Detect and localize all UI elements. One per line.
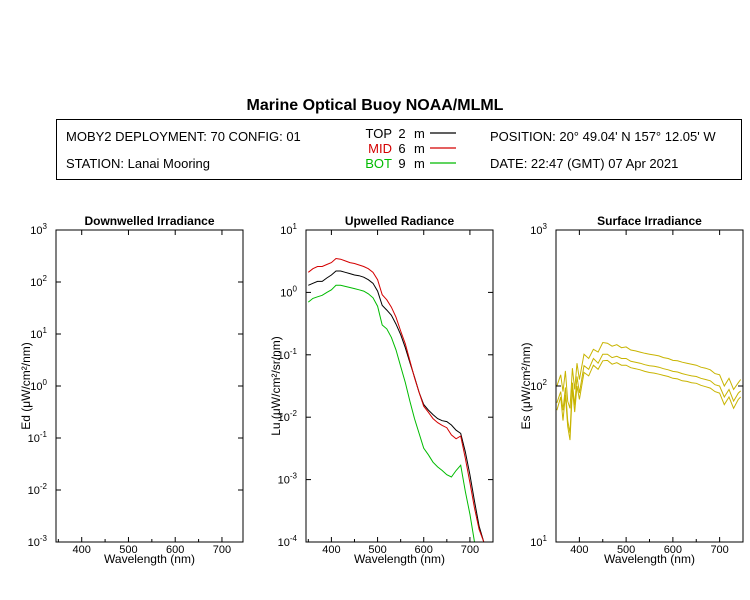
y-tick-label: 10-4 (278, 534, 298, 549)
x-tick-label: 400 (570, 544, 588, 556)
date-label: DATE: 22:47 (GMT) 07 Apr 2021 (490, 156, 679, 171)
y-tick-exp: 1 (543, 534, 548, 543)
y-tick-label: 101 (30, 326, 47, 341)
y-tick-exp: 0 (293, 284, 298, 293)
x-tick-label: 400 (73, 544, 91, 556)
x-axis-label: Wavelength (nm) (354, 552, 445, 566)
x-axis-label: Wavelength (nm) (604, 552, 695, 566)
x-tick-label: 600 (166, 544, 184, 556)
y-tick-base: 10 (278, 350, 290, 362)
series-line-bot (307, 284, 489, 542)
y-axis-label: Es (μW/cm²/nm) (519, 343, 533, 430)
y-tick-exp: -1 (40, 430, 48, 439)
y-tick-exp: -2 (290, 409, 298, 418)
info-box: MOBY2 DEPLOYMENT: 70 CONFIG: 01 STATION:… (56, 119, 742, 180)
y-tick-label: 10-3 (28, 534, 48, 549)
y-tick-label: 103 (530, 222, 547, 237)
x-tick-label: 600 (664, 544, 682, 556)
y-tick-base: 10 (30, 277, 42, 289)
plot-frame (55, 229, 244, 543)
y-tick-base: 10 (30, 329, 42, 341)
y-tick-label: 102 (530, 378, 547, 393)
x-tick-label: 400 (322, 544, 340, 556)
x-tick-label: 500 (119, 544, 137, 556)
series-line-1 (556, 341, 742, 409)
y-tick-exp: -3 (40, 534, 48, 543)
series-line-3 (556, 359, 742, 441)
x-tick-label: 700 (710, 544, 728, 556)
y-tick-exp: 1 (293, 222, 298, 231)
y-tick-label: 10-2 (28, 482, 48, 497)
station-label: STATION: Lanai Mooring (66, 156, 211, 171)
y-tick-base: 10 (28, 537, 40, 549)
plot-frame (555, 229, 744, 543)
y-tick-exp: -3 (290, 472, 298, 481)
y-tick-exp: 2 (43, 274, 48, 283)
y-tick-label: 10-2 (278, 409, 298, 424)
x-tick-label: 500 (368, 544, 386, 556)
y-axis-label: Ed (μW/cm²/nm) (19, 342, 33, 430)
y-tick-base: 10 (530, 381, 542, 393)
y-tick-exp: 0 (43, 378, 48, 387)
y-tick-exp: 1 (43, 326, 48, 335)
y-tick-base: 10 (278, 412, 290, 424)
y-tick-exp: 2 (543, 378, 548, 387)
y-tick-base: 10 (278, 475, 290, 487)
y-tick-label: 10-1 (28, 430, 48, 445)
plot-frame (305, 229, 494, 543)
chart-title: Upwelled Radiance (345, 214, 455, 228)
position-label: POSITION: 20° 49.04' N 157° 12.05' W (490, 129, 716, 144)
y-tick-base: 10 (278, 537, 290, 549)
y-tick-base: 10 (30, 381, 42, 393)
y-tick-label: 10-1 (278, 347, 298, 362)
y-tick-base: 10 (30, 225, 42, 237)
y-tick-exp: -4 (290, 534, 298, 543)
x-axis-label: Wavelength (nm) (104, 552, 195, 566)
y-tick-exp: 3 (43, 222, 48, 231)
deployment-label: MOBY2 DEPLOYMENT: 70 CONFIG: 01 (66, 129, 301, 144)
y-axis-label: Lu (μW/cm²/sr/nm) (269, 336, 283, 436)
y-tick-label: 100 (280, 284, 297, 299)
page-title: Marine Optical Buoy NOAA/MLML (246, 97, 504, 114)
x-tick-label: 700 (213, 544, 231, 556)
series-line-top (308, 270, 489, 542)
y-tick-base: 10 (28, 433, 40, 445)
y-tick-base: 10 (280, 225, 292, 237)
y-tick-base: 10 (280, 287, 292, 299)
y-tick-base: 10 (530, 225, 542, 237)
y-tick-label: 101 (530, 534, 547, 549)
y-tick-base: 10 (530, 537, 542, 549)
y-tick-exp: 3 (543, 222, 548, 231)
y-tick-exp: -1 (290, 347, 298, 356)
y-tick-label: 103 (30, 222, 47, 237)
chart-title: Downwelled Irradiance (84, 214, 214, 228)
chart-title: Surface Irradiance (597, 214, 702, 228)
y-tick-base: 10 (28, 485, 40, 497)
y-tick-label: 102 (30, 274, 47, 289)
y-tick-label: 10-3 (278, 472, 298, 487)
x-tick-label: 700 (461, 544, 479, 556)
y-tick-label: 101 (280, 222, 297, 237)
y-tick-exp: -2 (40, 482, 48, 491)
x-tick-label: 600 (415, 544, 433, 556)
series-line-2 (556, 353, 742, 434)
series-line-mid (307, 257, 489, 542)
y-tick-label: 100 (30, 378, 47, 393)
x-tick-label: 500 (617, 544, 635, 556)
